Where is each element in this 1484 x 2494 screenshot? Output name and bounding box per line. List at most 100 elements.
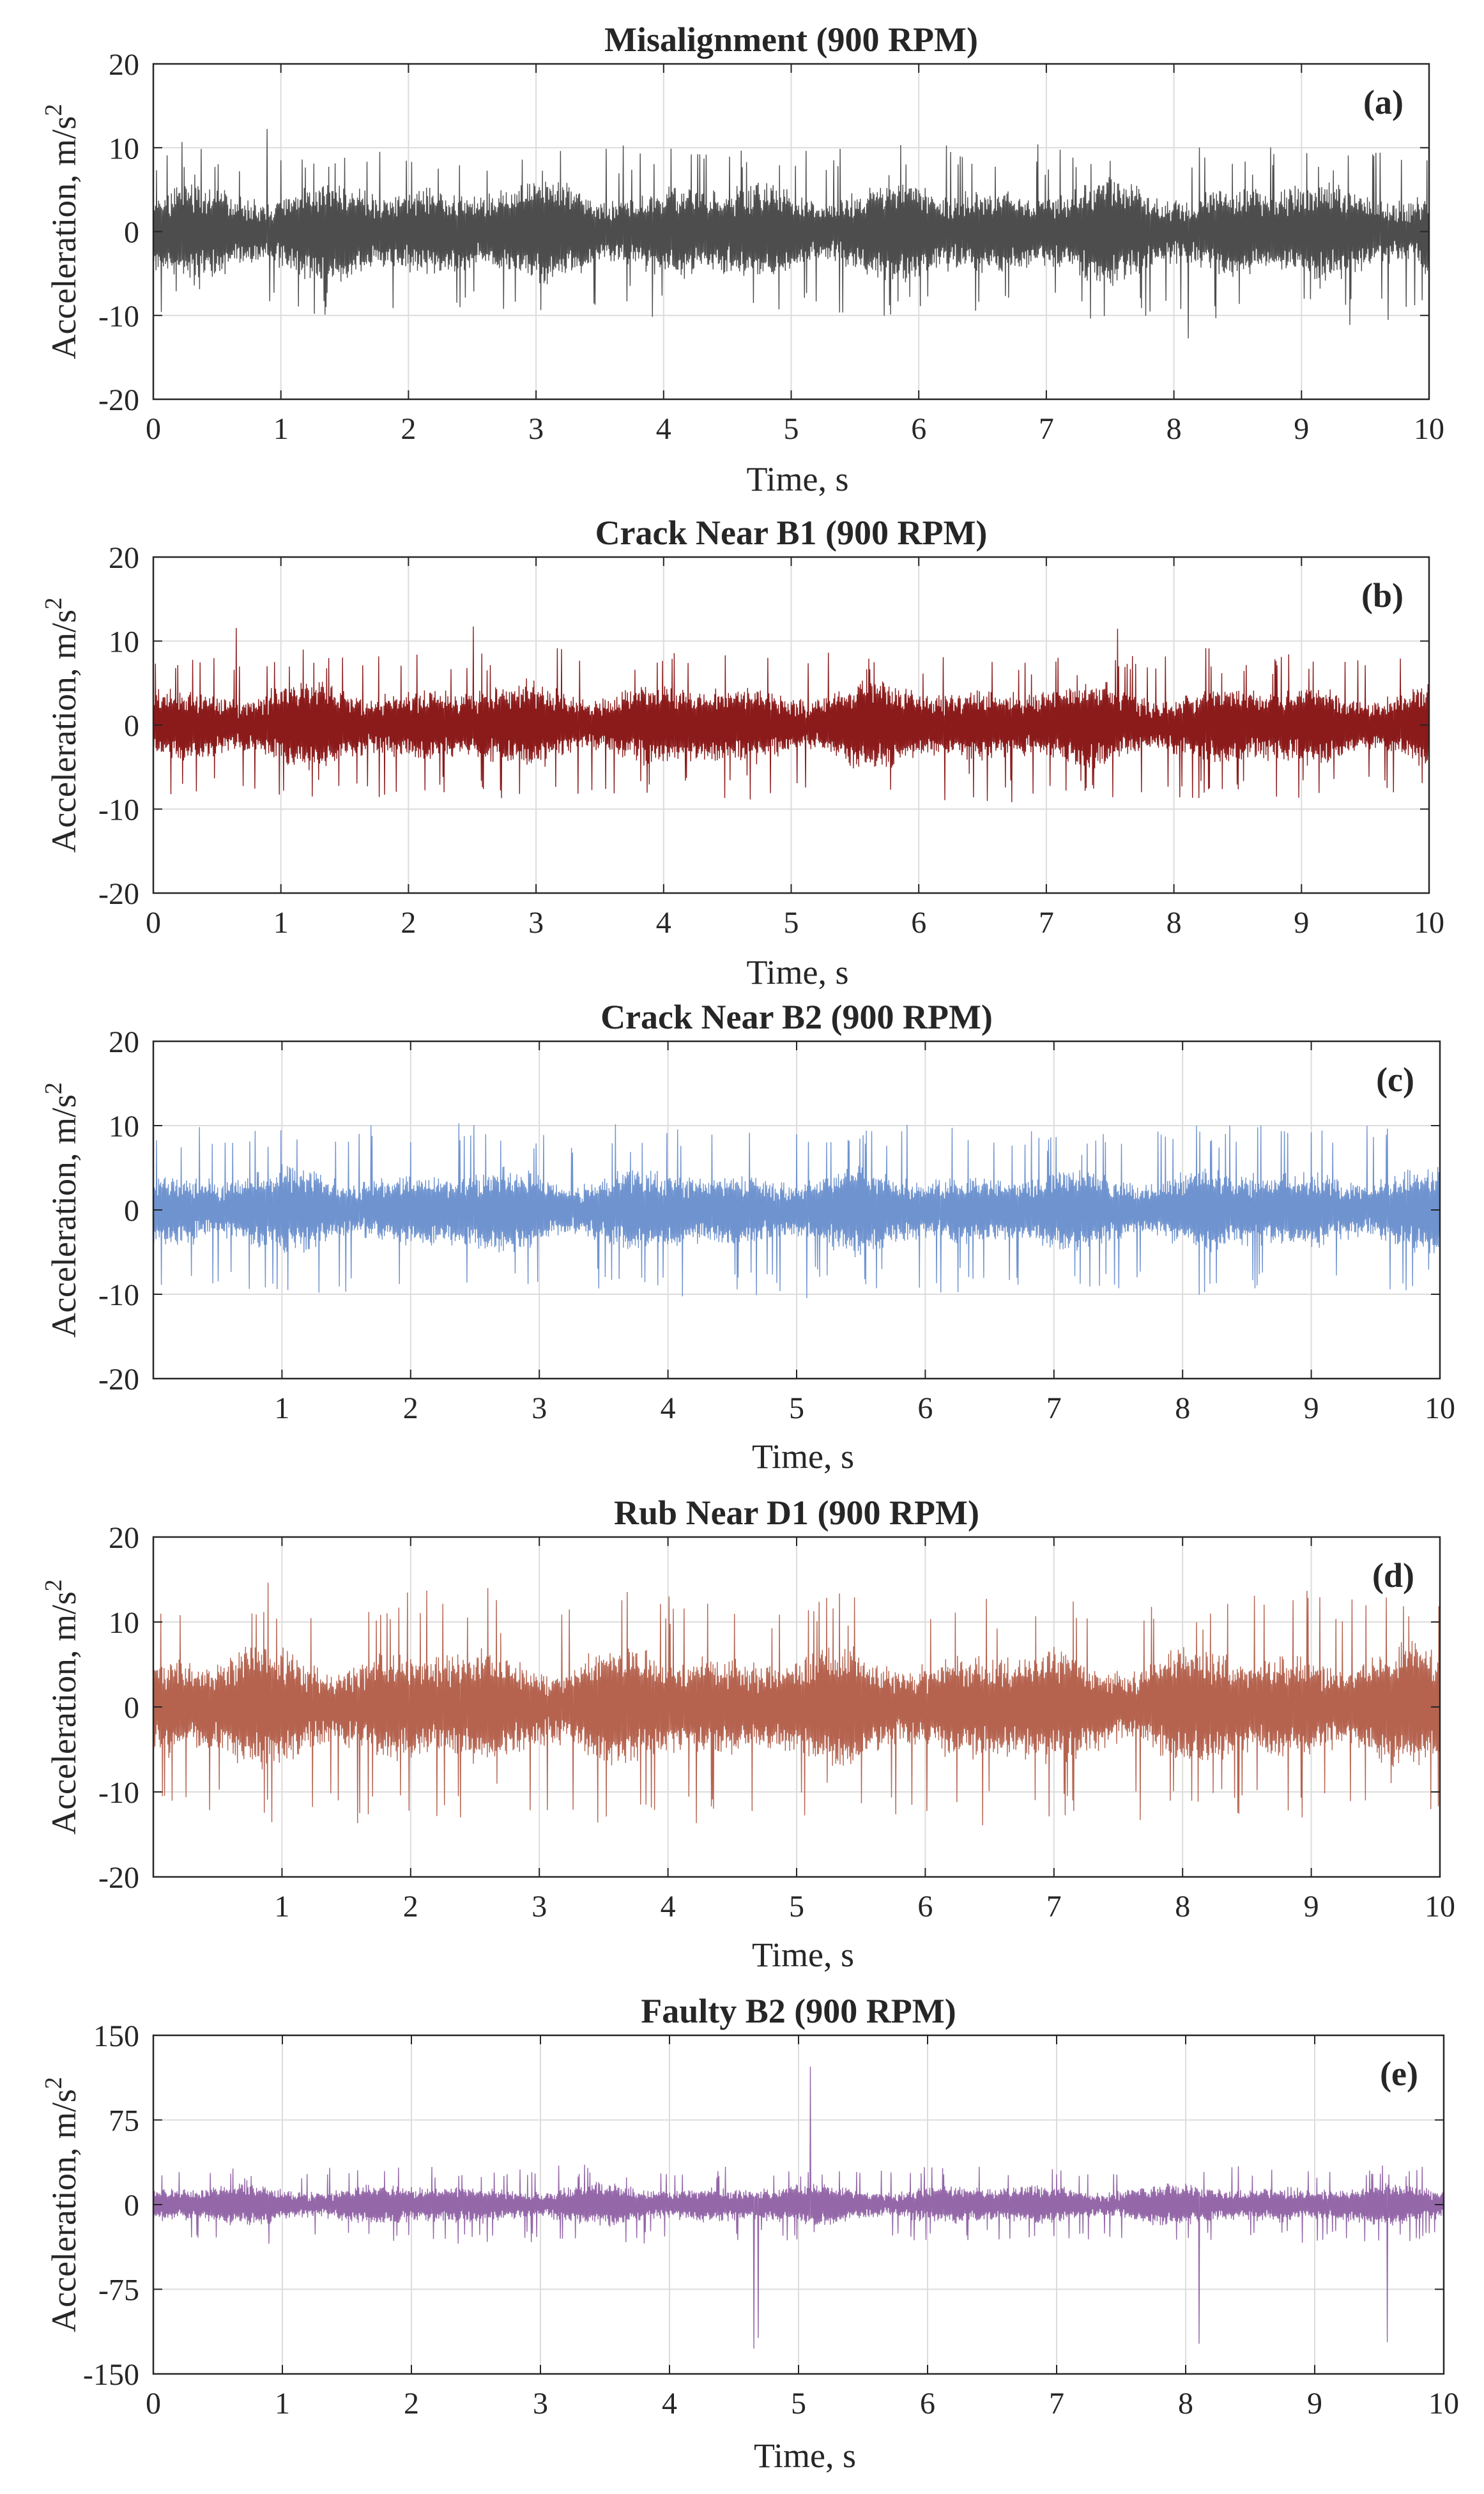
x-tick-label: 7 xyxy=(1046,1890,1062,1924)
x-tick-label: 6 xyxy=(920,2387,935,2421)
y-tick-label: -75 xyxy=(98,2274,139,2307)
y-tick-label: -150 xyxy=(83,2358,139,2392)
x-tick-label: 4 xyxy=(661,1890,676,1924)
y-tick-label: 0 xyxy=(124,1194,139,1228)
x-tick-label: 9 xyxy=(1294,412,1309,446)
y-tick-label: -10 xyxy=(98,793,139,827)
y-tick-label: 150 xyxy=(93,2019,139,2053)
y-tick-label: -20 xyxy=(98,877,139,911)
y-tick-label: 0 xyxy=(124,2189,139,2222)
y-tick-label: 10 xyxy=(109,132,139,165)
x-tick-label: 2 xyxy=(401,906,416,940)
x-tick-label: 0 xyxy=(146,412,161,446)
panel-label: (c) xyxy=(1376,1060,1414,1099)
y-axis-label: Acceleration, m/s2 xyxy=(40,1579,83,1835)
y-axis-label-superscript: 2 xyxy=(40,1082,67,1094)
x-tick-label: 7 xyxy=(1039,412,1054,446)
x-tick-label: 4 xyxy=(656,412,671,446)
panel-label: (d) xyxy=(1372,1556,1414,1595)
y-tick-label: 0 xyxy=(124,1691,139,1725)
y-axis-label: Acceleration, m/s2 xyxy=(40,597,83,853)
x-tick-label: 4 xyxy=(662,2387,677,2421)
x-tick-label: 3 xyxy=(528,412,544,446)
x-tick-label: 9 xyxy=(1304,1391,1319,1425)
x-axis-label: Time, s xyxy=(752,1437,854,1476)
x-tick-label: 6 xyxy=(911,412,926,446)
y-axis-label-superscript: 2 xyxy=(40,1579,67,1591)
x-tick-label: 9 xyxy=(1294,906,1309,940)
x-tick-label: 2 xyxy=(401,412,416,446)
x-tick-label: 8 xyxy=(1178,2387,1193,2421)
y-axis-label: Acceleration, m/s2 xyxy=(40,2077,83,2332)
x-tick-label: 5 xyxy=(789,1391,804,1425)
x-tick-label: 10 xyxy=(1414,906,1444,940)
x-tick-label: 4 xyxy=(656,906,671,940)
x-axis-label: Time, s xyxy=(754,2437,856,2475)
signal-trace-a xyxy=(153,128,1430,339)
panel-e: 0 1 2 3 4 5 6 7 8 9 10 150 75 0 -75 -150 Faulty B2 (900 … xyxy=(40,1992,1459,2475)
x-tick-label: 7 xyxy=(1039,906,1054,940)
y-tick-label: 20 xyxy=(109,1025,139,1059)
y-tick-label: -20 xyxy=(98,1861,139,1895)
y-tick-label: 10 xyxy=(109,1606,139,1640)
x-tick-label: 10 xyxy=(1428,2387,1459,2421)
x-tick-label: 6 xyxy=(911,906,926,940)
x-tick-label: 7 xyxy=(1049,2387,1064,2421)
x-tick-label: 1 xyxy=(274,1391,289,1425)
chart-title: Crack Near B1 (900 RPM) xyxy=(595,514,988,552)
chart-title: Faulty B2 (900 RPM) xyxy=(641,1992,956,2030)
y-tick-label: -10 xyxy=(98,1776,139,1810)
y-axis-label-superscript: 2 xyxy=(40,2077,67,2089)
x-tick-label: 2 xyxy=(403,1391,418,1425)
x-tick-label: 0 xyxy=(146,2387,161,2421)
x-tick-label: 0 xyxy=(146,906,161,940)
y-axis-label: Acceleration, m/s2 xyxy=(40,104,83,360)
x-tick-label: 1 xyxy=(273,412,289,446)
y-axis-label-superscript: 2 xyxy=(40,104,67,116)
panel-c: 1 2 3 4 5 6 7 8 9 10 20 10 0 -10 -20 Crack Near B2 (900… xyxy=(40,998,1455,1476)
x-tick-label: 10 xyxy=(1425,1391,1455,1425)
x-tick-label: 3 xyxy=(528,906,544,940)
y-axis-label-text: Acceleration, m/s xyxy=(45,116,83,360)
chart-title: Crack Near B2 (900 RPM) xyxy=(600,998,993,1036)
x-tick-label: 2 xyxy=(404,2387,419,2421)
x-axis-label: Time, s xyxy=(746,460,848,498)
chart-title: Misalignment (900 RPM) xyxy=(604,20,978,59)
y-tick-label: -20 xyxy=(98,383,139,417)
y-tick-label: 20 xyxy=(109,1521,139,1555)
x-tick-label: 1 xyxy=(274,1890,289,1924)
x-tick-label: 10 xyxy=(1425,1890,1455,1924)
y-tick-label: 0 xyxy=(124,709,139,743)
x-tick-label: 8 xyxy=(1175,1391,1190,1425)
y-axis-label-superscript: 2 xyxy=(40,597,67,609)
x-axis-label: Time, s xyxy=(746,953,848,991)
panel-label: (e) xyxy=(1380,2054,1418,2093)
panel-b: 0 1 2 3 4 5 6 7 8 9 10 20 10 0 -10 -20 Crack Near B1 (90… xyxy=(40,514,1444,991)
x-tick-label: 6 xyxy=(917,1391,933,1425)
x-tick-label: 5 xyxy=(784,906,799,940)
x-tick-label: 5 xyxy=(789,1890,804,1924)
x-tick-label: 8 xyxy=(1167,412,1182,446)
x-tick-label: 4 xyxy=(661,1391,676,1425)
y-axis-label-text: Acceleration, m/s xyxy=(45,1094,83,1338)
panel-label: (a) xyxy=(1363,83,1404,121)
signal-trace-d xyxy=(153,1582,1441,1826)
y-axis-label: Acceleration, m/s2 xyxy=(40,1082,83,1338)
x-axis-label: Time, s xyxy=(752,1936,854,1974)
x-tick-label: 1 xyxy=(273,906,289,940)
panel-label: (b) xyxy=(1361,576,1404,615)
x-tick-label: 8 xyxy=(1175,1890,1190,1924)
signal-trace-b xyxy=(153,626,1430,802)
x-tick-label: 3 xyxy=(532,1890,547,1924)
panel-d: 1 2 3 4 5 6 7 8 9 10 20 10 0 -10 -20 Rub Near D1 (900 R… xyxy=(40,1494,1455,1974)
y-axis-label-text: Acceleration, m/s xyxy=(45,2089,83,2332)
y-tick-label: -20 xyxy=(98,1363,139,1396)
y-axis-label-text: Acceleration, m/s xyxy=(45,609,83,853)
x-tick-label: 10 xyxy=(1414,412,1444,446)
x-tick-label: 2 xyxy=(403,1890,418,1924)
signal-trace-e xyxy=(153,2067,1444,2349)
x-tick-label: 7 xyxy=(1046,1391,1062,1425)
x-tick-label: 6 xyxy=(917,1890,933,1924)
y-tick-label: 10 xyxy=(109,625,139,659)
